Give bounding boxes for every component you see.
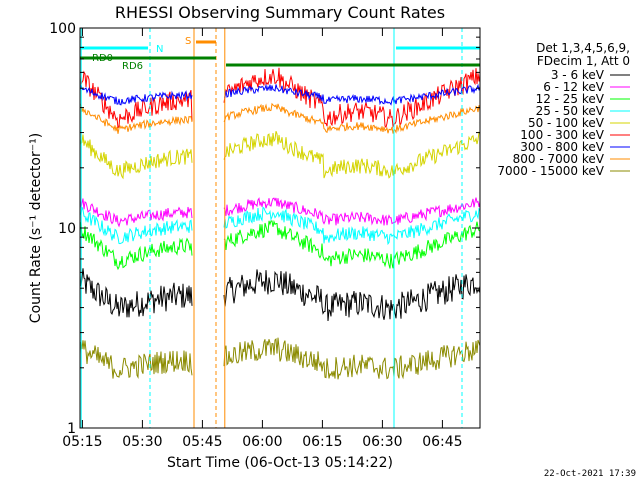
series-line-12-25-kev	[79, 219, 481, 271]
legend-label-6-12-kev: 6 - 12 keV	[543, 80, 605, 94]
plot-area: N S RD0 RD6	[79, 28, 481, 428]
series-line-50-100-kev	[79, 131, 481, 180]
series-line-300-800-kev	[79, 83, 481, 106]
series-line-100-300-kev	[79, 67, 481, 129]
legend-label-100-300-kev: 100 - 300 keV	[520, 128, 604, 142]
legend-header-1: Det 1,3,4,5,6,9,	[536, 41, 630, 55]
legend-header-2: FDecim 1, Att 0	[537, 54, 630, 68]
legend: Det 1,3,4,5,6,9,FDecim 1, Att 03 - 6 keV…	[497, 41, 630, 178]
x-tick-label: 06:00	[242, 434, 282, 450]
x-tick-label: 05:45	[182, 434, 222, 450]
x-tick-label: 05:30	[122, 434, 162, 450]
axes: 05:15 05:30 05:45 06:00 06:15 06:30 06:45 1 10 10…	[49, 21, 481, 450]
timestamp: 22-Oct-2021 17:39	[544, 469, 636, 479]
y-tick-label: 1	[67, 421, 76, 437]
legend-label-50-100-kev: 50 - 100 keV	[528, 116, 605, 130]
series-line-25-50-kev	[79, 206, 481, 246]
x-tick-label: 06:30	[362, 434, 402, 450]
legend-label-800-7000-kev: 800 - 7000 keV	[513, 152, 605, 166]
legend-label-25-50-kev: 25 - 50 keV	[536, 104, 605, 118]
annotation-rd6: RD6	[122, 61, 143, 72]
y-tick-label: 100	[49, 21, 76, 37]
annotation-s: S	[185, 36, 191, 47]
x-tick-label: 06:15	[302, 434, 342, 450]
annotation-n: N	[156, 44, 163, 55]
legend-label-7000-15000-kev: 7000 - 15000 keV	[497, 164, 604, 178]
y-axis-label: Count Rate (s⁻¹ detector⁻¹)	[28, 133, 44, 323]
legend-label-12-25-kev: 12 - 25 keV	[536, 92, 605, 106]
series-line-3-6-kev	[79, 268, 481, 322]
annotation-rd0: RD0	[92, 53, 113, 64]
x-axis-label: Start Time (06-Oct-13 05:14:22)	[167, 455, 393, 471]
series-line-7000-15000-kev	[79, 337, 481, 380]
legend-label-300-800-kev: 300 - 800 keV	[520, 140, 604, 154]
series-line-800-7000-kev	[79, 102, 481, 134]
x-tick-label: 05:15	[62, 434, 102, 450]
x-tick-label: 06:45	[422, 434, 462, 450]
series-line-6-12-kev	[79, 197, 481, 228]
chart-title: RHESSI Observing Summary Count Rates	[115, 3, 445, 22]
y-tick-label: 10	[58, 221, 76, 237]
legend-label-3-6-kev: 3 - 6 keV	[551, 68, 605, 82]
